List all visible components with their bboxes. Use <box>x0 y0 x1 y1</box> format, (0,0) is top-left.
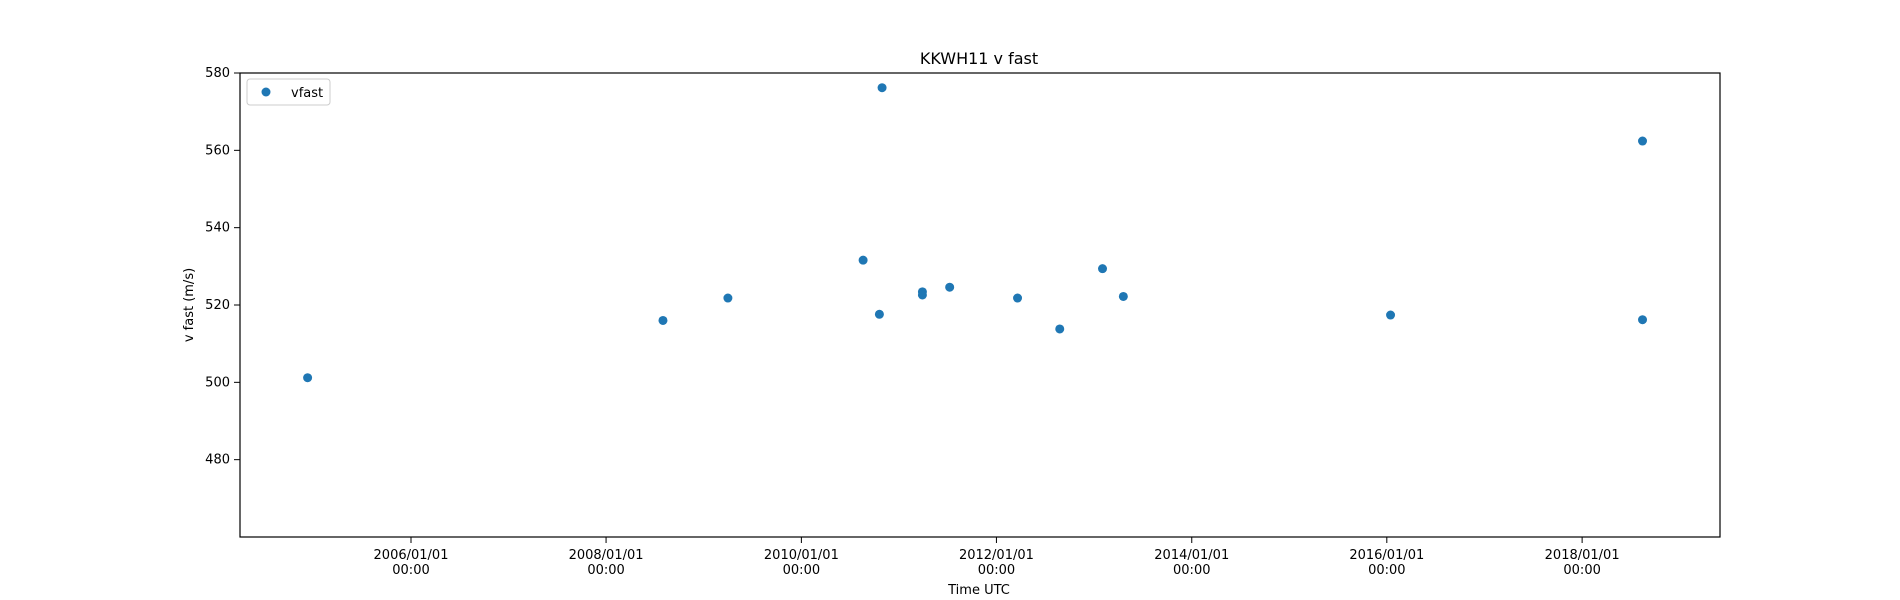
data-points-layer <box>303 83 1648 383</box>
data-point <box>1013 293 1023 303</box>
y-tick-label: 580 <box>205 66 230 81</box>
x-tick-time-label: 00:00 <box>783 563 820 578</box>
data-point <box>1098 264 1108 274</box>
x-tick-label: 2012/01/01 <box>959 548 1034 563</box>
x-tick-time-label: 00:00 <box>587 563 624 578</box>
data-point <box>877 83 887 93</box>
y-axis-label: v fast (m/s) <box>182 268 197 342</box>
y-tick-label: 540 <box>205 221 230 236</box>
x-tick-label: 2016/01/01 <box>1349 548 1424 563</box>
y-tick-label: 480 <box>205 453 230 468</box>
x-tick-time-label: 00:00 <box>392 563 429 578</box>
legend: vfast <box>246 78 331 106</box>
data-point <box>1386 310 1396 320</box>
x-axis-label: Time UTC <box>947 583 1010 598</box>
legend-label: vfast <box>291 86 323 101</box>
tick-layer: 2006/01/0100:002008/01/0100:002010/01/01… <box>205 66 1619 578</box>
x-tick-label: 2006/01/01 <box>374 548 449 563</box>
legend-marker <box>261 87 271 97</box>
x-tick-time-label: 00:00 <box>1368 563 1405 578</box>
data-point <box>1638 136 1648 146</box>
plot-frame <box>239 72 1721 538</box>
y-tick-label: 560 <box>205 143 230 158</box>
data-point <box>658 315 668 325</box>
y-tick-label: 520 <box>205 298 230 313</box>
x-tick-label: 2010/01/01 <box>764 548 839 563</box>
data-point <box>723 293 733 303</box>
data-point <box>1638 315 1648 325</box>
data-point <box>858 255 868 265</box>
y-tick-label: 500 <box>205 375 230 390</box>
x-tick-time-label: 00:00 <box>1173 563 1210 578</box>
x-tick-label: 2014/01/01 <box>1154 548 1229 563</box>
data-point <box>1055 324 1065 334</box>
data-point <box>874 309 884 319</box>
data-point <box>1118 291 1128 301</box>
data-point <box>917 290 927 300</box>
x-tick-time-label: 00:00 <box>1563 563 1600 578</box>
chart-title: KKWH11 v fast <box>920 49 1038 68</box>
x-tick-time-label: 00:00 <box>978 563 1015 578</box>
data-point <box>945 282 955 292</box>
x-tick-label: 2008/01/01 <box>569 548 644 563</box>
x-tick-label: 2018/01/01 <box>1545 548 1620 563</box>
legend-frame <box>246 78 331 106</box>
data-point <box>303 373 313 383</box>
